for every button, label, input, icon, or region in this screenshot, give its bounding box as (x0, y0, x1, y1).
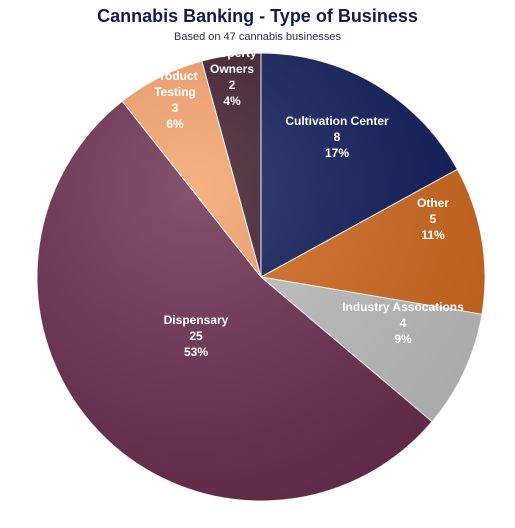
data-label-dispensary-percent: 53% (184, 345, 208, 359)
data-label-cultivation-center-percent: 17% (325, 146, 349, 160)
data-label-cultivation-center-value: 8 (334, 130, 341, 144)
chart-subtitle: Based on 47 cannabis businesses (174, 31, 341, 43)
data-label-property-owners-name: Property (207, 46, 257, 60)
chart-title: Cannabis Banking - Type of Business (97, 6, 418, 26)
data-label-other-percent: 11% (421, 228, 445, 242)
data-label-property-owners-value: 2 (229, 78, 236, 92)
data-label-other-name: Other (417, 196, 449, 210)
data-label-cultivation-center-name: Cultivation Center (285, 114, 389, 128)
data-label-product-testing-value: 3 (172, 101, 179, 115)
data-label-industry-assocations-name: Industry Assocations (342, 300, 464, 314)
data-label-dispensary-value: 25 (189, 329, 203, 343)
data-label-other-value: 5 (430, 212, 437, 226)
data-label-industry-assocations-percent: 9% (394, 332, 412, 346)
data-label-property-owners-percent: 4% (223, 94, 241, 108)
data-label-product-testing-name: Product (152, 69, 197, 83)
data-label-dispensary-name: Dispensary (164, 313, 229, 327)
data-label-property-owners-name: Owners (210, 62, 254, 76)
data-label-product-testing-percent: 6% (166, 117, 184, 131)
data-label-product-testing-name: Testing (154, 85, 196, 99)
data-label-industry-assocations-value: 4 (400, 316, 407, 330)
